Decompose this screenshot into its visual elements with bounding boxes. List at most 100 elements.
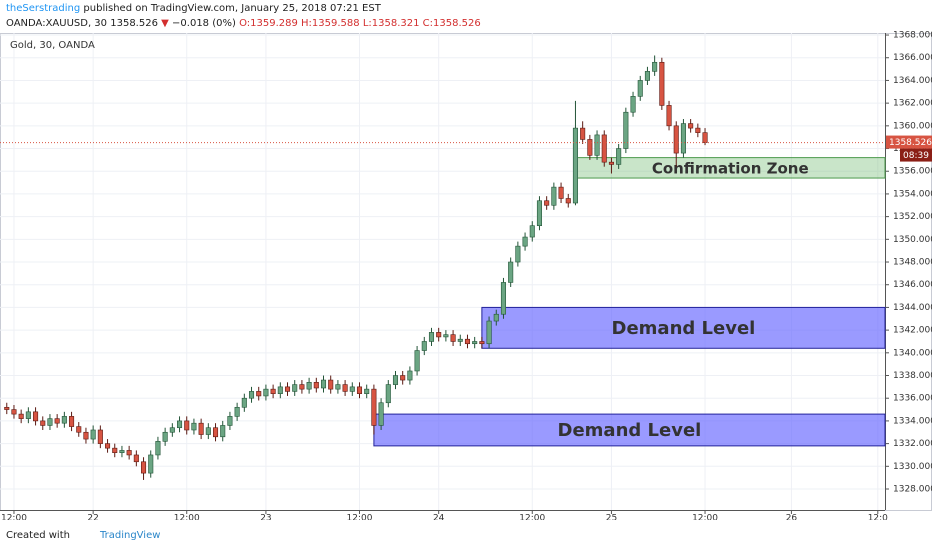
candle-body (623, 111, 629, 149)
candle-body (299, 384, 305, 390)
candle-body (637, 80, 643, 97)
candle-body (580, 127, 586, 140)
candle-body (335, 384, 341, 390)
chart-title: Gold, 30, OANDA (10, 40, 95, 51)
candle-body (33, 411, 39, 422)
countdown-tag (900, 148, 932, 162)
candle-body (378, 402, 384, 426)
x-tick-label: 12:00 (692, 514, 718, 521)
x-tick-label: 25 (606, 514, 617, 521)
x-tick-label: 12:00 (174, 514, 200, 521)
candle-body (69, 416, 75, 427)
candle-body (155, 441, 161, 456)
candle-body (11, 409, 17, 415)
candle-body (256, 391, 262, 397)
price-tag-label: 1358.526 (889, 138, 932, 148)
candle-body (407, 370, 413, 381)
candle-body (270, 388, 276, 394)
candle-body (97, 429, 103, 444)
candle-body (90, 429, 96, 440)
published: published on TradingView.com, January 25… (83, 3, 381, 14)
candle-body (666, 105, 672, 127)
zone (373, 413, 886, 447)
candle-body (356, 386, 363, 394)
candle-body (644, 71, 650, 81)
candle-body (371, 388, 377, 426)
candle-body (126, 450, 132, 456)
candle-body (673, 125, 679, 154)
candle-body (630, 96, 636, 113)
candle-body (177, 420, 183, 429)
candle-body (284, 386, 291, 392)
candle-body (616, 148, 622, 165)
candle-body (191, 422, 197, 431)
candle-body (493, 313, 499, 322)
candle-body (212, 427, 219, 438)
candle-body (572, 127, 578, 204)
candle-body (248, 391, 255, 399)
candle-body (105, 443, 111, 449)
candle-body (659, 61, 665, 106)
candle-body (148, 454, 154, 474)
candle-body (205, 427, 211, 435)
candle-body (61, 416, 67, 424)
chart: 1328.000 1330.000 1332.000 1334.000 1336.000… (0, 31, 932, 521)
candle-body (169, 427, 175, 433)
candle-body (421, 341, 427, 351)
candle-body (565, 198, 571, 204)
candle-body (450, 334, 456, 342)
candle-body (133, 454, 139, 463)
candle-body (184, 420, 190, 431)
candle-body (112, 447, 118, 453)
brand[interactable]: TradingView (99, 530, 161, 541)
y-tick-label: 1344.000 (893, 303, 932, 313)
candle-body (392, 375, 399, 385)
price: 1358.526 (110, 18, 158, 29)
candle-body (529, 225, 535, 238)
candle-body (443, 334, 449, 338)
candle-body (76, 426, 82, 433)
candle-body (436, 332, 442, 338)
candle-body (515, 245, 521, 263)
candle-body (558, 186, 564, 199)
y-tick-label: 1360.000 (893, 121, 932, 131)
candle-body (551, 186, 557, 206)
y-tick-label: 1340.000 (893, 348, 932, 358)
candle-body (342, 384, 348, 392)
candle-body (536, 200, 542, 227)
candle-body (385, 384, 391, 404)
y-tick-label: 1362.000 (893, 99, 932, 109)
candle-body (464, 338, 471, 345)
y-tick-label: 1354.000 (893, 189, 932, 199)
candle-body (83, 431, 89, 440)
candle-body (198, 422, 204, 435)
candle-body (414, 350, 420, 372)
candle-body (544, 200, 550, 206)
candle-body (428, 332, 435, 342)
x-tick-label: 22 (87, 514, 98, 521)
price-tag (886, 135, 932, 149)
y-tick-label: 1330.000 (893, 462, 932, 472)
candle-body (486, 320, 492, 345)
candle-body (364, 388, 370, 394)
change: −0.018 (0%) (172, 18, 236, 29)
y-tick-label: 1346.000 (893, 280, 932, 290)
candle-body (277, 386, 283, 394)
x-tick-label: 12:0 (868, 514, 888, 521)
candle-body (594, 134, 600, 156)
candle-body (680, 123, 686, 154)
y-tick-label: 1342.000 (893, 326, 932, 336)
x-tick-label: 24 (433, 514, 445, 521)
footer: Created with TradingView (6, 530, 160, 541)
y-tick-label: 1334.000 (893, 416, 932, 426)
candle-body (608, 161, 614, 165)
countdown-label: 08:39 (903, 151, 929, 161)
candle-body (601, 134, 607, 163)
y-tick-label: 1328.000 (893, 485, 932, 495)
candle-body (472, 341, 478, 345)
candle-body (400, 375, 406, 381)
author[interactable]: theSerstrading (6, 3, 81, 14)
candle-body (320, 379, 327, 389)
y-tick-label: 1338.000 (893, 371, 932, 381)
